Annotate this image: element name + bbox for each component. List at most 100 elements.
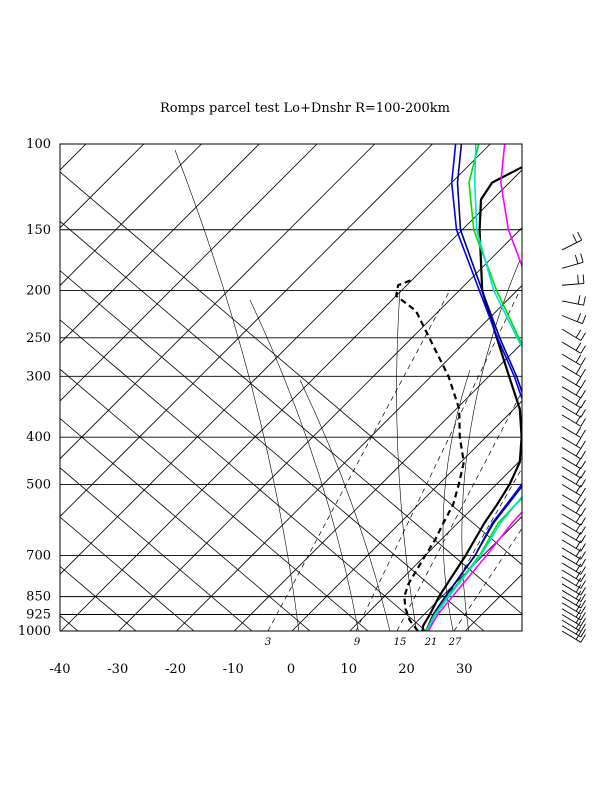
dry-adiabat <box>0 155 20 631</box>
wind-barb <box>561 365 586 378</box>
dry-adiabat <box>60 220 522 615</box>
pressure-tick-label: 1000 <box>18 624 51 639</box>
pressure-tick-label: 925 <box>26 608 51 623</box>
isotherm <box>523 144 612 631</box>
pressure-tick-label: 200 <box>26 284 51 299</box>
moist-adiabat <box>299 379 391 631</box>
isotherm <box>176 284 522 631</box>
isotherm <box>118 227 522 631</box>
wind-barb <box>561 253 584 269</box>
temperature-tick-label: -30 <box>107 662 128 677</box>
temperature-tick-label: -10 <box>223 662 244 677</box>
dry-adiabat <box>60 467 253 631</box>
isotherm <box>407 515 522 631</box>
moist-adiabat <box>249 299 359 631</box>
mixing-ratio-label: 27 <box>448 637 462 648</box>
temperature-tick-label: 10 <box>340 662 357 677</box>
dry-adiabat <box>60 516 195 631</box>
wind-barb <box>561 531 586 544</box>
pressure-tick-label: 850 <box>26 590 51 605</box>
isotherm <box>60 144 318 402</box>
wind-barb <box>561 630 586 643</box>
isotherm <box>581 144 612 631</box>
wind-barb <box>561 274 585 286</box>
wind-barb <box>561 386 586 399</box>
wind-barb <box>561 475 586 488</box>
wind-barbs <box>561 231 587 643</box>
wind-barb <box>561 602 586 615</box>
wind-barb <box>561 547 586 560</box>
profile-line-0 <box>421 165 522 631</box>
wind-barb <box>561 396 586 409</box>
wind-barb <box>561 596 586 609</box>
mixing-ratio-label: 21 <box>424 637 438 648</box>
wind-barb <box>561 625 586 638</box>
plot-frame <box>59 143 523 632</box>
mixing-ratio-line <box>453 527 522 631</box>
wind-barb <box>561 484 586 497</box>
wind-barb <box>561 589 586 603</box>
mixing-ratio-line <box>355 289 521 631</box>
isotherm <box>60 169 522 631</box>
isotherm <box>291 400 522 631</box>
pressure-tick-label: 250 <box>26 331 51 346</box>
dry-adiabat <box>60 368 369 631</box>
isotherm <box>60 144 491 575</box>
wind-barb <box>561 425 586 439</box>
wind-barb <box>561 494 586 507</box>
wind-barb <box>561 569 586 582</box>
pressure-tick-label: 700 <box>26 549 51 564</box>
temperature-tick-label: 30 <box>456 662 473 677</box>
wind-barb <box>561 619 586 632</box>
wind-barb <box>561 414 586 427</box>
wind-barb <box>561 313 587 325</box>
wind-barb <box>561 504 586 517</box>
wind-barb <box>561 375 586 389</box>
profile-line-1 <box>395 278 465 631</box>
profiles <box>395 144 522 631</box>
moist-adiabat <box>461 259 521 631</box>
wind-barb <box>561 608 586 621</box>
wind-barb <box>561 456 586 470</box>
wind-barb <box>561 562 586 575</box>
wind-barb <box>561 295 586 306</box>
dry-adiabat <box>60 270 485 631</box>
isotherm <box>60 144 433 518</box>
wind-barb <box>561 405 586 418</box>
isotherm <box>233 342 522 631</box>
pressure-tick-label: 100 <box>26 137 51 152</box>
pressure-tick-label: 150 <box>26 223 51 238</box>
isotherm <box>60 144 145 229</box>
dry-adiabat <box>60 171 522 566</box>
temperature-tick-label: 0 <box>287 662 295 677</box>
moist-adiabat <box>174 149 300 631</box>
wind-barb <box>561 447 586 460</box>
isotherm <box>349 458 522 631</box>
temperature-tick-label: -40 <box>50 662 71 677</box>
isotherm <box>60 144 260 344</box>
wind-barb <box>561 576 586 589</box>
temperature-axis: -40 -30 -20 -10 0 10 20 30 <box>50 662 473 677</box>
temperature-tick-label: 20 <box>398 662 415 677</box>
wind-barb <box>561 513 586 526</box>
wind-barb <box>561 522 586 535</box>
wind-barb <box>561 583 586 596</box>
profile-line-4 <box>425 144 522 631</box>
chart-title: Romps parcel test Lo+Dnshr R=100-200km <box>160 101 450 116</box>
wind-barb <box>561 436 586 449</box>
isotherm <box>60 144 202 287</box>
pressure-tick-label: 500 <box>26 477 51 492</box>
isotherm <box>464 573 522 631</box>
mixing-ratio-label: 9 <box>354 637 361 648</box>
profile-line-5 <box>426 144 522 631</box>
profile-line-3 <box>425 144 522 631</box>
dry-adiabat <box>60 417 311 631</box>
pressure-tick-label: 300 <box>26 369 51 384</box>
dry-adiabat <box>60 319 427 631</box>
mixing-ratio-line <box>396 390 522 631</box>
wind-barb <box>561 328 586 341</box>
wind-barb <box>561 555 586 568</box>
wind-barb <box>561 341 586 354</box>
